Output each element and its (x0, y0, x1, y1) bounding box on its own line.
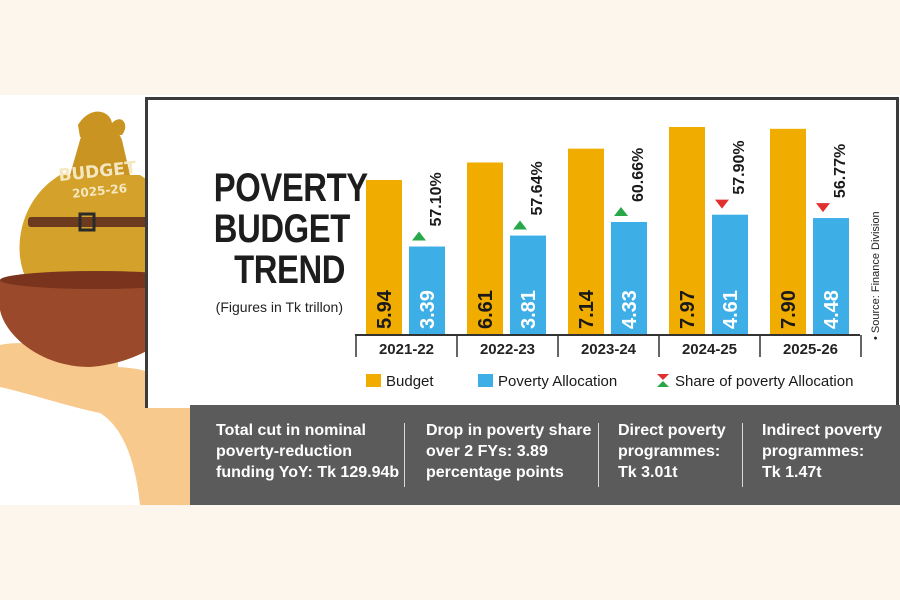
bar-budget (669, 126, 705, 335)
footer-line: Total cut in nominal (216, 422, 366, 439)
bar-value-label-budget: 7.90 (778, 290, 800, 329)
bar-budget (467, 162, 503, 335)
footer-divider (598, 423, 599, 487)
share-down-arrow-icon (816, 203, 830, 213)
share-label: 57.10% (428, 172, 445, 226)
bar-budget (770, 128, 806, 335)
share-down-arrow-icon (715, 199, 729, 209)
share-label: 57.64% (529, 161, 546, 215)
footer-stat-direct: Direct poverty programmes: Tk 3.01t (618, 420, 726, 483)
x-tick-label: 2024-25 (682, 341, 737, 358)
legend-label-poverty: Poverty Allocation (498, 373, 617, 390)
footer-line: programmes: (618, 443, 721, 460)
belt-buckle-icon (78, 212, 96, 232)
footer-divider (404, 423, 405, 487)
footer-stat-yoy-cut: Total cut in nominal poverty-reduction f… (216, 420, 399, 483)
footer-stats: Total cut in nominal poverty-reduction f… (190, 405, 900, 505)
footer-line: over 2 FYs: 3.89 (426, 443, 548, 460)
footer-line: Indirect poverty (762, 422, 883, 439)
bar-value-label-poverty: 4.48 (821, 290, 843, 329)
footer-line: percentage points (426, 464, 564, 481)
bar-poverty (611, 221, 647, 335)
share-up-arrow-icon (513, 220, 527, 230)
footer-divider (742, 423, 743, 487)
bar-budget (568, 148, 604, 335)
footer-line: funding YoY: Tk 129.94b (216, 464, 400, 481)
chart-title: POVERTY BUDGET TREND (213, 166, 368, 292)
share-label: 57.90% (731, 140, 748, 194)
share-up-arrow-icon (614, 206, 628, 216)
title-line: TREND (234, 248, 345, 292)
x-tick-label: 2023-24 (581, 341, 637, 358)
x-tick-label: 2021-22 (379, 341, 434, 358)
bowl-rim (0, 271, 192, 289)
title-line: POVERTY (213, 166, 368, 210)
bar-poverty (409, 246, 445, 335)
bag-belt (28, 217, 170, 227)
budget-bag-illustration: BUDGET 2025-26 (0, 111, 192, 505)
bar-poverty (712, 214, 748, 335)
legend-up-arrow-icon (657, 381, 669, 387)
legend-down-arrow-icon (657, 374, 669, 380)
footer-stat-indirect: Indirect poverty programmes: Tk 1.47t (762, 420, 882, 483)
bag-neck (70, 125, 130, 175)
bar-value-label-poverty: 3.39 (417, 290, 439, 329)
x-tick-label: 2022-23 (480, 341, 535, 358)
share-up-arrow-icon (412, 231, 426, 241)
bar-value-label-poverty: 3.81 (518, 290, 540, 329)
bag-body (19, 175, 182, 295)
footer-line: Tk 1.47t (762, 464, 822, 481)
footer-line: Drop in poverty share (426, 422, 592, 439)
bar-poverty (813, 218, 849, 335)
footer-line: poverty-reduction (216, 443, 353, 460)
share-label: 56.77% (832, 144, 849, 198)
bowl-body (0, 280, 192, 367)
bar-value-label-budget: 6.61 (475, 290, 497, 329)
hand-arm (0, 343, 190, 505)
bag-top (78, 111, 126, 137)
x-tick-label: 2025-26 (783, 341, 838, 358)
bar-value-label-poverty: 4.33 (619, 290, 641, 329)
legend-swatch-budget (366, 374, 381, 387)
title-line: BUDGET (213, 207, 350, 251)
footer-line: programmes: (762, 443, 865, 460)
bar-poverty (510, 235, 546, 335)
legend-label-share: Share of poverty Allocation (675, 373, 853, 390)
footer-line: Direct poverty (618, 422, 726, 439)
footer-line: Tk 3.01t (618, 464, 678, 481)
bar-value-label-poverty: 4.61 (720, 290, 742, 329)
bar-value-label-budget: 7.14 (576, 289, 598, 329)
footer-stat-share-drop: Drop in poverty share over 2 FYs: 3.89 p… (426, 420, 591, 483)
bar-value-label-budget: 5.94 (374, 289, 396, 329)
bar-value-label-budget: 7.97 (677, 290, 699, 329)
bar-budget (366, 179, 402, 335)
bag-label-year: 2025-26 (71, 181, 127, 201)
chart-subtitle: (Figures in Tk trillon) (215, 299, 343, 315)
share-label: 60.66% (630, 148, 647, 202)
legend-label-budget: Budget (386, 373, 434, 390)
legend-swatch-poverty (478, 374, 493, 387)
